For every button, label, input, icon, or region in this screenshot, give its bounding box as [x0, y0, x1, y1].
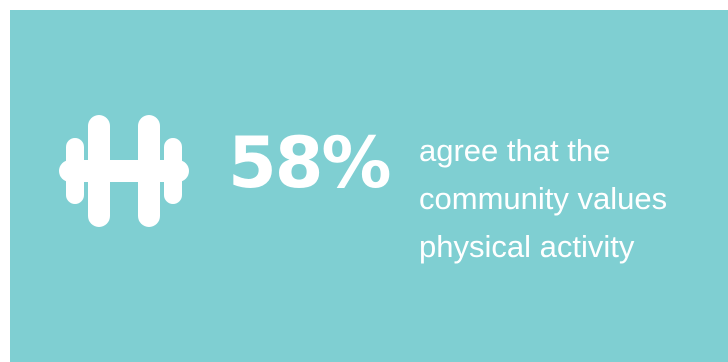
stat-card: 58% agree that the community values phys… — [10, 10, 728, 362]
description-line: physical activity — [419, 229, 635, 264]
description-line: agree that the — [419, 133, 611, 168]
description-line: community values — [419, 181, 668, 216]
stat-value: 58% — [228, 122, 392, 204]
stat-description: agree that the community values physical… — [419, 127, 667, 271]
dumbbell-icon — [59, 115, 189, 227]
